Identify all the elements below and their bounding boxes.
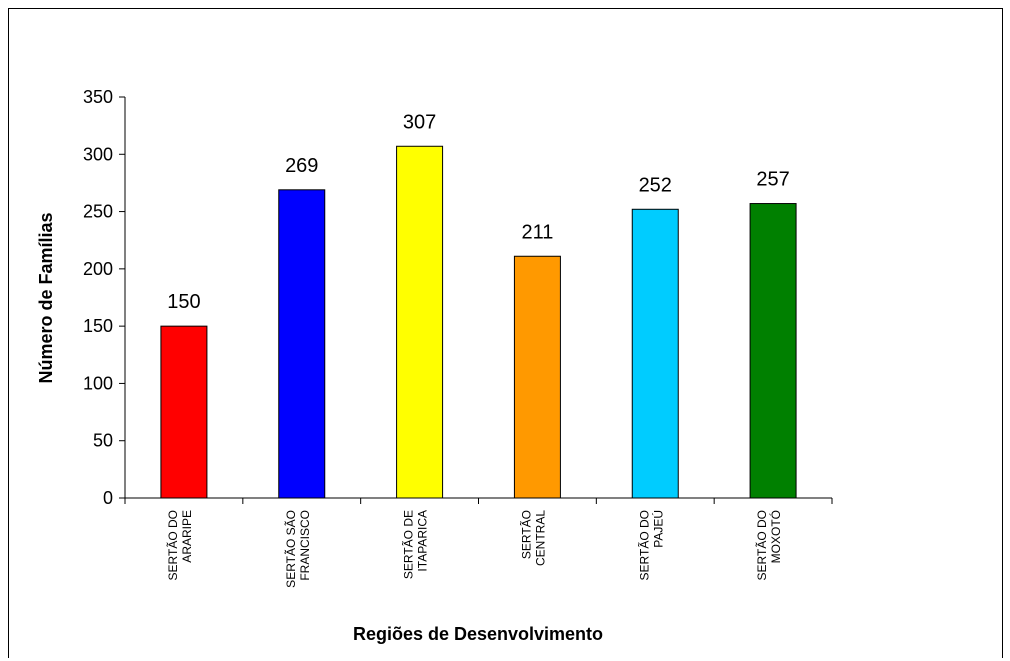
data-label: 269 <box>285 155 318 177</box>
x-tick-label: SERTÃO DEITAPARICA <box>402 510 430 579</box>
y-axis: 0 50 100 150 200 250 300 350 <box>83 87 126 508</box>
bars: 150 269 307 211 252 257 <box>160 111 797 499</box>
bar <box>749 203 797 499</box>
x-tick-label-line: MOXOTÓ <box>768 510 783 563</box>
chart-frame <box>8 8 1003 658</box>
data-label: 307 <box>403 111 436 133</box>
x-axis: SERTÃO DOARARIPE SERTÃO SÃOFRANCISCO SERTÃ… <box>124 497 833 588</box>
y-tick-label: 200 <box>83 259 113 279</box>
x-tick-label: SERTÃO DOMOXOTÓ <box>755 510 783 580</box>
y-tick-label: 350 <box>83 87 113 107</box>
x-tick-label-line: ARARIPE <box>180 510 194 563</box>
data-label: 211 <box>521 221 553 243</box>
x-tick-label-line: SERTÃO DO <box>637 510 651 580</box>
x-axis-title: Regiões de Desenvolvimento <box>353 624 603 644</box>
x-tick-label-line: SERTÃO DO <box>755 510 769 580</box>
bar <box>278 189 326 499</box>
x-tick-label-line: FRANCISCO <box>298 510 312 581</box>
bar <box>631 208 679 499</box>
x-tick-label: SERTÃO DOPAJEÚ <box>637 510 665 580</box>
bar <box>160 325 208 499</box>
y-tick-label: 100 <box>83 373 113 393</box>
x-tick-label-line: SERTÃO DE <box>402 510 416 579</box>
x-tick-label: SERTÃO SÃOFRANCISCO <box>284 510 312 588</box>
y-tick-label: 150 <box>83 316 113 336</box>
data-label: 252 <box>639 174 672 196</box>
x-tick-label-line: SERTÃO SÃO <box>284 510 298 588</box>
x-tick-label: SERTÃO DOARARIPE <box>166 510 194 580</box>
y-tick-label: 0 <box>103 488 113 508</box>
bar <box>396 145 444 499</box>
x-tick-label-line: SERTÃO <box>519 510 533 559</box>
y-tick-label: 300 <box>83 144 113 164</box>
x-tick-label-line: CENTRAL <box>533 510 547 566</box>
x-tick-label-line: PAJEÚ <box>650 510 665 548</box>
x-tick-label: SERTÃOCENTRAL <box>519 510 547 566</box>
y-axis-title: Número de Famílias <box>36 212 56 383</box>
x-tick-label-line: SERTÃO DO <box>166 510 180 580</box>
y-tick-label: 250 <box>83 202 113 222</box>
x-tick-label-line: ITAPARICA <box>416 510 430 572</box>
bar <box>513 255 561 499</box>
data-label: 150 <box>167 291 200 313</box>
y-tick-label: 50 <box>93 431 113 451</box>
data-label: 257 <box>756 169 789 191</box>
